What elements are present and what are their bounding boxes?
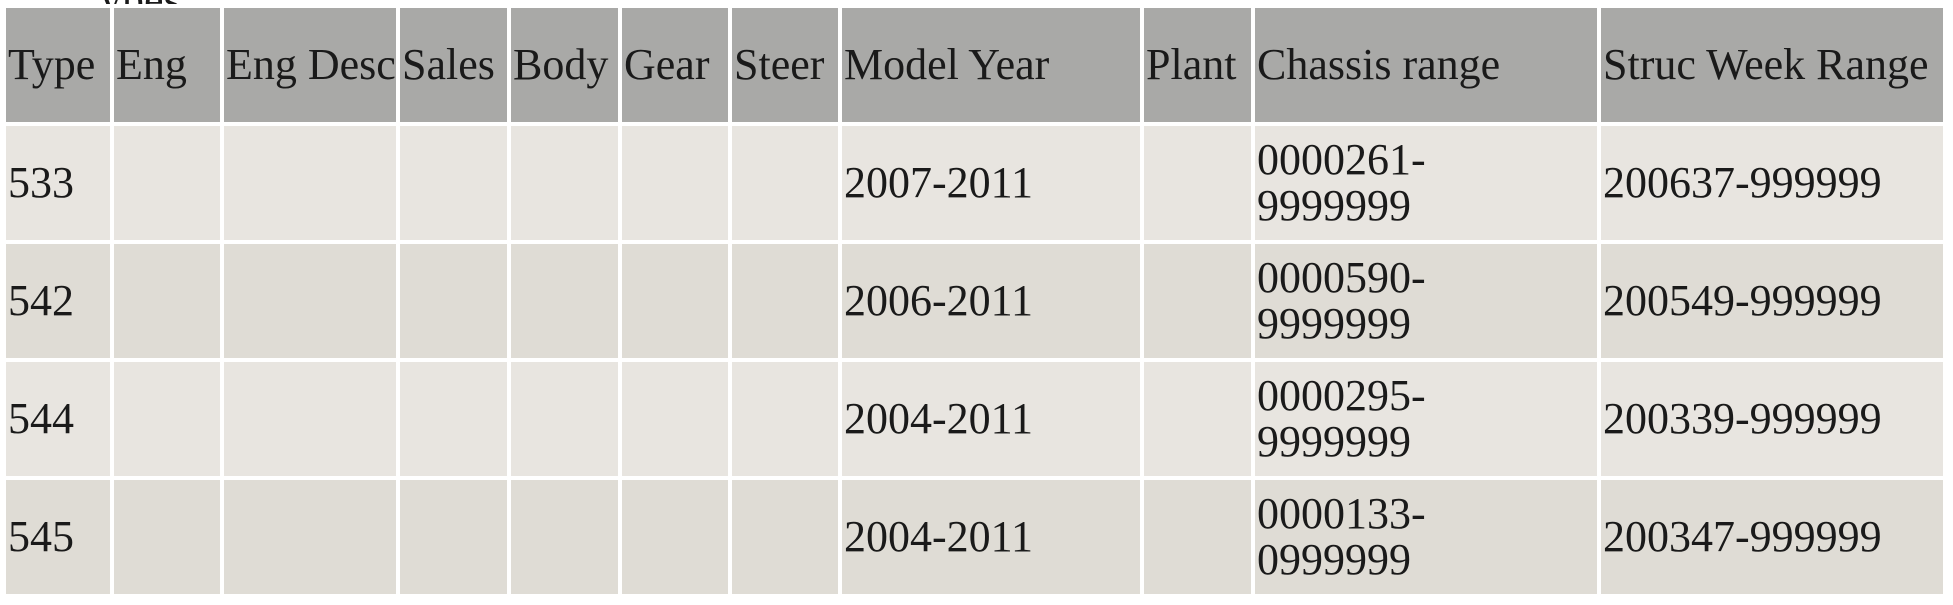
cell-plant xyxy=(1144,126,1251,240)
chassis-range-end: 9999999 xyxy=(1257,181,1411,230)
vehicle-type-table: Type Eng Eng Desc Sales Body Gear Steer … xyxy=(2,4,1947,598)
cell-sales xyxy=(400,126,507,240)
chassis-range-end: 0999999 xyxy=(1257,535,1411,584)
table-row: 545 2004-2011 0000133- 0999999 200347-99… xyxy=(6,480,1943,594)
cell-eng xyxy=(114,126,220,240)
column-header-sales: Sales xyxy=(400,8,507,122)
cell-chassis-range: 0000295- 9999999 xyxy=(1255,362,1597,476)
cell-sales xyxy=(400,244,507,358)
cell-eng-desc xyxy=(224,362,396,476)
cell-eng xyxy=(114,362,220,476)
cell-sales xyxy=(400,362,507,476)
cell-struc-week-range: 200637-999999 xyxy=(1601,126,1943,240)
cell-eng-desc xyxy=(224,244,396,358)
column-header-model-year: Model Year xyxy=(842,8,1140,122)
column-header-steer: Steer xyxy=(732,8,838,122)
column-header-body: Body xyxy=(511,8,618,122)
cell-type: 533 xyxy=(6,126,110,240)
column-header-gear: Gear xyxy=(622,8,728,122)
column-header-plant: Plant xyxy=(1144,8,1251,122)
cell-struc-week-range: 200549-999999 xyxy=(1601,244,1943,358)
cell-steer xyxy=(732,480,838,594)
cell-model-year: 2004-2011 xyxy=(842,362,1140,476)
cell-eng xyxy=(114,480,220,594)
cell-model-year: 2004-2011 xyxy=(842,480,1140,594)
cell-steer xyxy=(732,126,838,240)
cell-gear xyxy=(622,126,728,240)
cell-model-year: 2007-2011 xyxy=(842,126,1140,240)
cell-sales xyxy=(400,480,507,594)
cell-struc-week-range: 200339-999999 xyxy=(1601,362,1943,476)
table-row: 542 2006-2011 0000590- 9999999 200549-99… xyxy=(6,244,1943,358)
chassis-range-start: 0000261- xyxy=(1257,135,1426,184)
column-header-eng-desc-label: Eng Desc xyxy=(226,40,396,89)
cell-gear xyxy=(622,480,728,594)
cell-plant xyxy=(1144,244,1251,358)
cell-steer xyxy=(732,362,838,476)
table-row: 533 2007-2011 0000261- 9999999 200637-99… xyxy=(6,126,1943,240)
cell-body xyxy=(511,362,618,476)
column-header-eng: Eng xyxy=(114,8,220,122)
cell-plant xyxy=(1144,362,1251,476)
column-header-struc-week-range: Struc Week Range xyxy=(1601,8,1943,122)
cell-steer xyxy=(732,244,838,358)
chassis-range-start: 0000295- xyxy=(1257,371,1426,420)
cell-chassis-range: 0000133- 0999999 xyxy=(1255,480,1597,594)
chassis-range-start: 0000133- xyxy=(1257,489,1426,538)
table-header-row: Type Eng Eng Desc Sales Body Gear Steer … xyxy=(6,8,1943,122)
cell-eng-desc xyxy=(224,480,396,594)
chassis-range-end: 9999999 xyxy=(1257,417,1411,466)
cell-type: 545 xyxy=(6,480,110,594)
cell-body xyxy=(511,244,618,358)
cell-gear xyxy=(622,362,728,476)
cell-eng-desc xyxy=(224,126,396,240)
chassis-range-start: 0000590- xyxy=(1257,253,1426,302)
cell-eng xyxy=(114,244,220,358)
cell-model-year: 2006-2011 xyxy=(842,244,1140,358)
cell-type: 544 xyxy=(6,362,110,476)
cell-chassis-range: 0000261- 9999999 xyxy=(1255,126,1597,240)
cell-plant xyxy=(1144,480,1251,594)
table-row: 544 2004-2011 0000295- 9999999 200339-99… xyxy=(6,362,1943,476)
column-header-eng-desc: Eng Desc xyxy=(224,8,396,122)
cell-chassis-range: 0000590- 9999999 xyxy=(1255,244,1597,358)
cell-struc-week-range: 200347-999999 xyxy=(1601,480,1943,594)
chassis-range-end: 9999999 xyxy=(1257,299,1411,348)
column-header-chassis-range: Chassis range xyxy=(1255,8,1597,122)
cell-gear xyxy=(622,244,728,358)
column-header-type: Type xyxy=(6,8,110,122)
cell-type: 542 xyxy=(6,244,110,358)
cell-body xyxy=(511,126,618,240)
cell-body xyxy=(511,480,618,594)
column-header-struc-week-range-label: Struc Week Range xyxy=(1603,40,1929,89)
